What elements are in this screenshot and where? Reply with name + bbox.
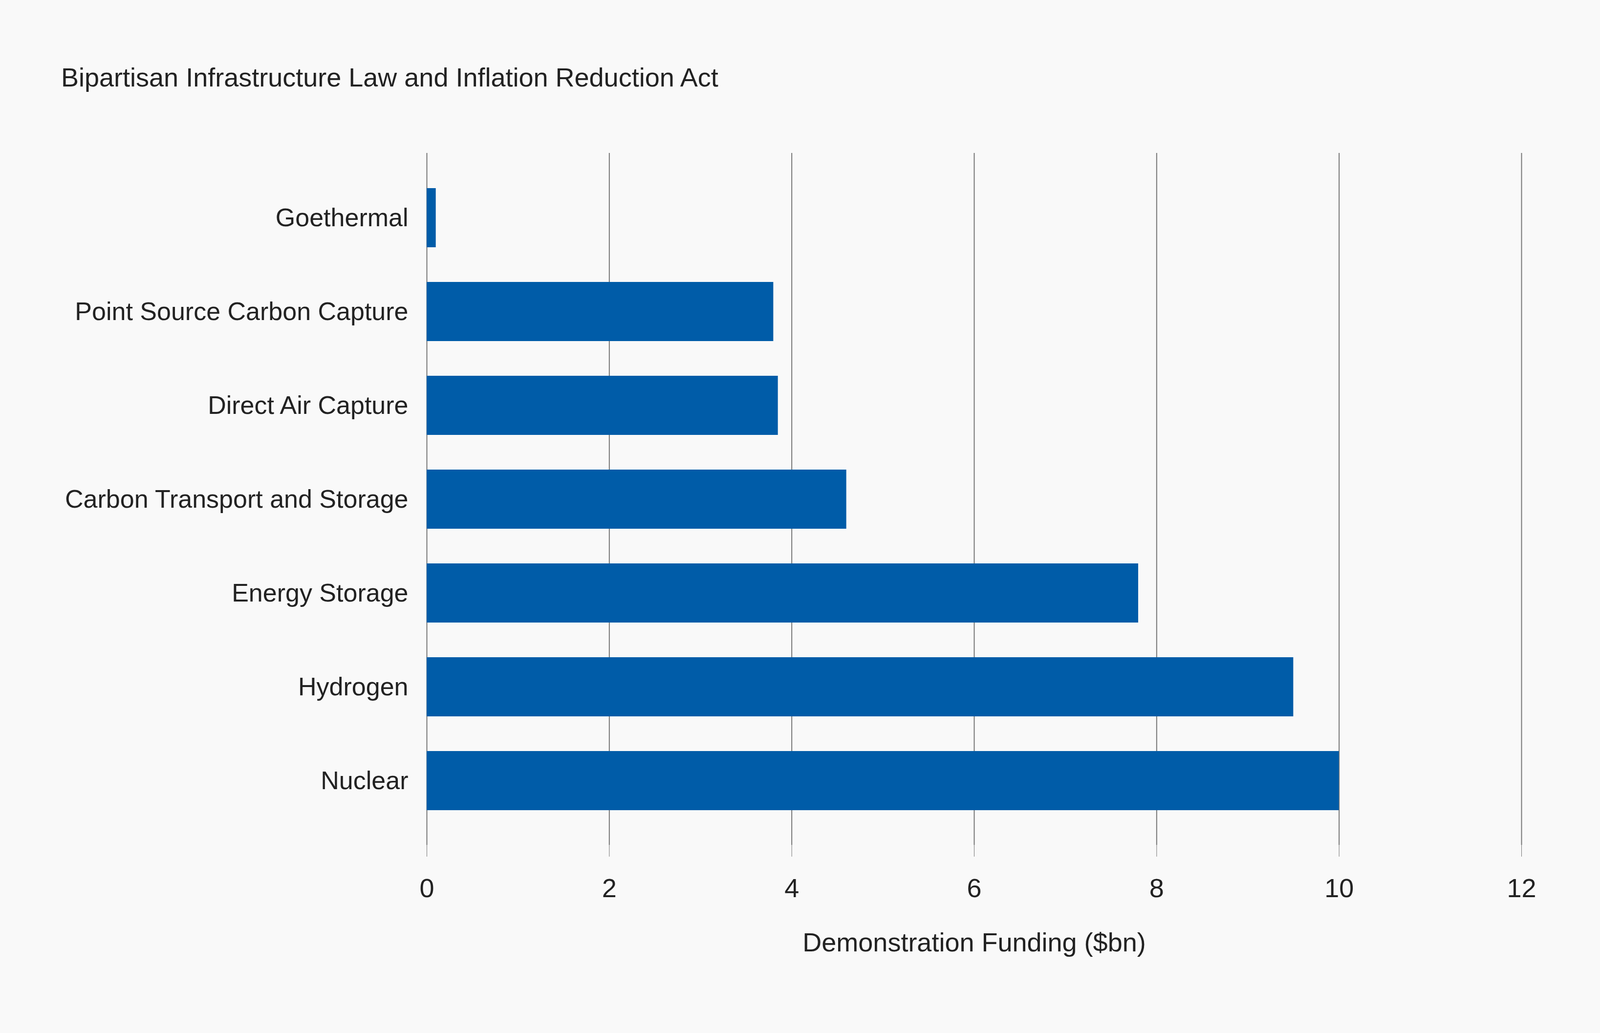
svg-text:Demonstration Funding ($bn): Demonstration Funding ($bn) <box>802 927 1146 957</box>
svg-text:8: 8 <box>1149 873 1165 903</box>
svg-text:0: 0 <box>419 873 434 903</box>
svg-text:10: 10 <box>1324 873 1354 903</box>
svg-text:Goethermal: Goethermal <box>275 203 409 232</box>
svg-text:4: 4 <box>784 873 800 903</box>
svg-text:Nuclear: Nuclear <box>320 766 409 795</box>
svg-text:Energy Storage: Energy Storage <box>231 578 409 607</box>
svg-text:Hydrogen: Hydrogen <box>298 672 409 701</box>
svg-text:Direct Air Capture: Direct Air Capture <box>207 390 409 420</box>
svg-text:6: 6 <box>966 873 982 903</box>
svg-text:12: 12 <box>1506 873 1536 903</box>
html-text:Bipartisan Infrastructure Law: Bipartisan Infrastructure Law and Inflat… <box>61 62 719 92</box>
svg-text:Carbon Transport and Storage: Carbon Transport and Storage <box>64 484 409 514</box>
svg-text:Point Source Carbon Capture: Point Source Carbon Capture <box>74 297 409 326</box>
svg-text:2: 2 <box>602 873 617 903</box>
